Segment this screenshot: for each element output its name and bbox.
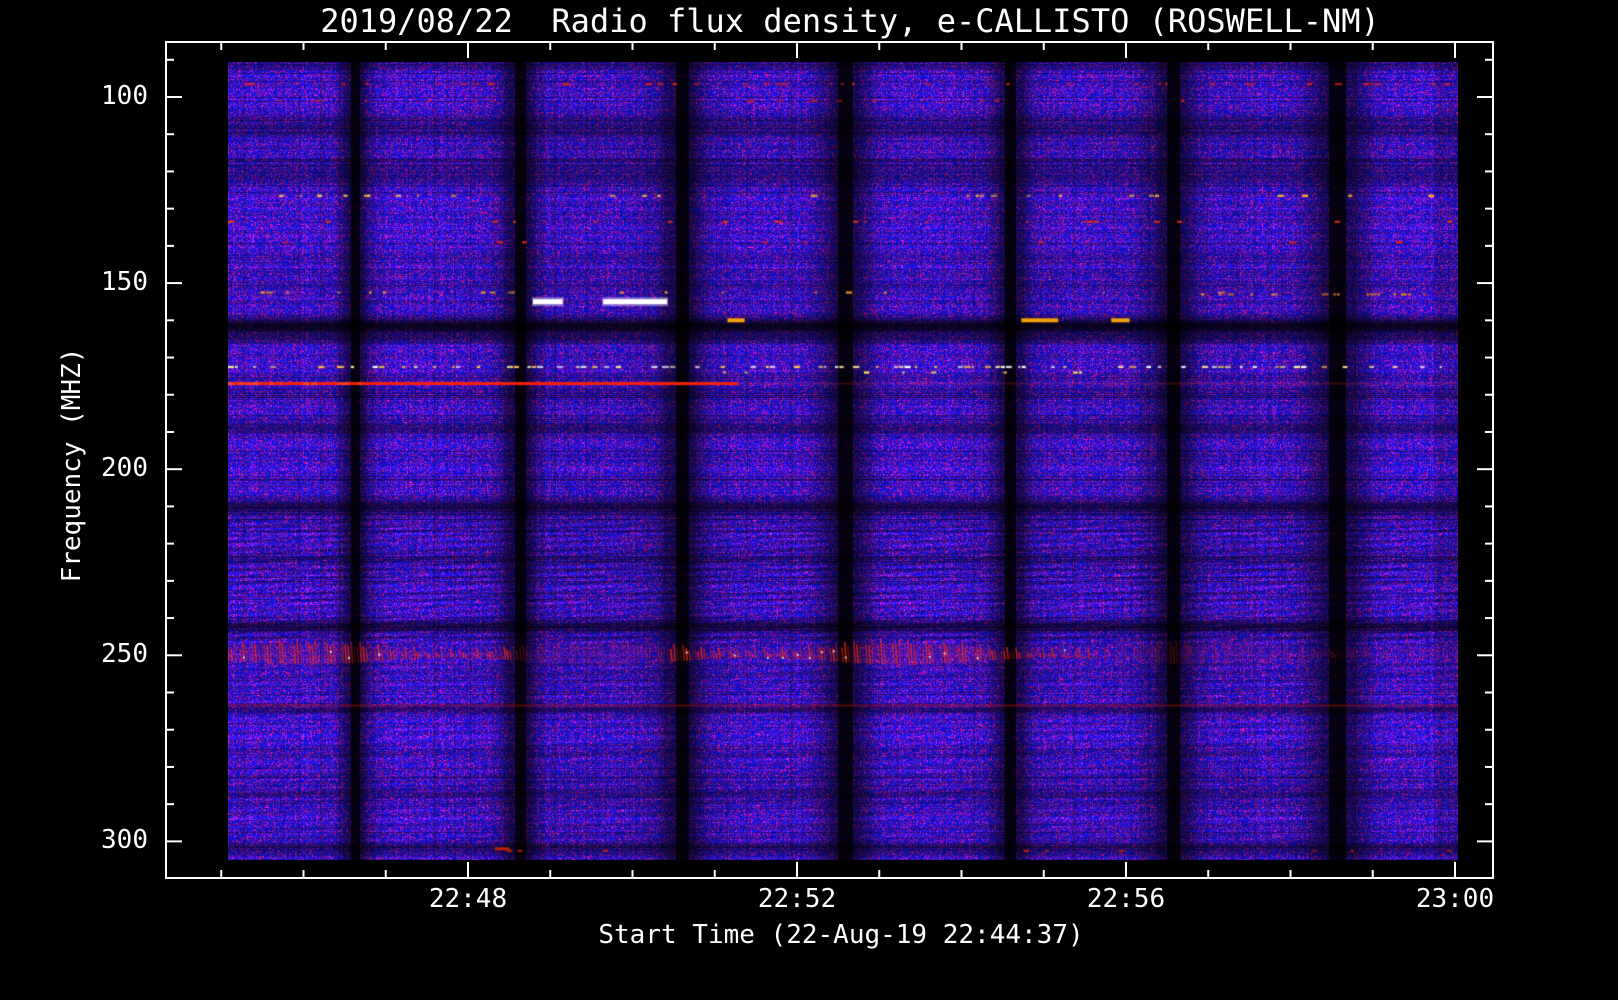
spectrogram-canvas <box>228 62 1458 860</box>
chart-title: 2019/08/22 Radio flux density, e-CALLIST… <box>320 2 1380 40</box>
x-tick-label: 22:52 <box>757 884 837 914</box>
x-tick-label: 22:48 <box>428 884 508 914</box>
x-axis-title: Start Time (22-Aug-19 22:44:37) <box>598 920 1084 950</box>
x-tick-label: 22:56 <box>1086 884 1166 914</box>
y-tick-label: 300 <box>101 825 148 856</box>
y-tick-label: 250 <box>101 639 148 670</box>
x-tick-label: 23:00 <box>1415 884 1495 914</box>
y-tick-label: 100 <box>101 80 148 111</box>
y-tick-label: 150 <box>101 267 148 298</box>
y-tick-label: 200 <box>101 453 148 484</box>
